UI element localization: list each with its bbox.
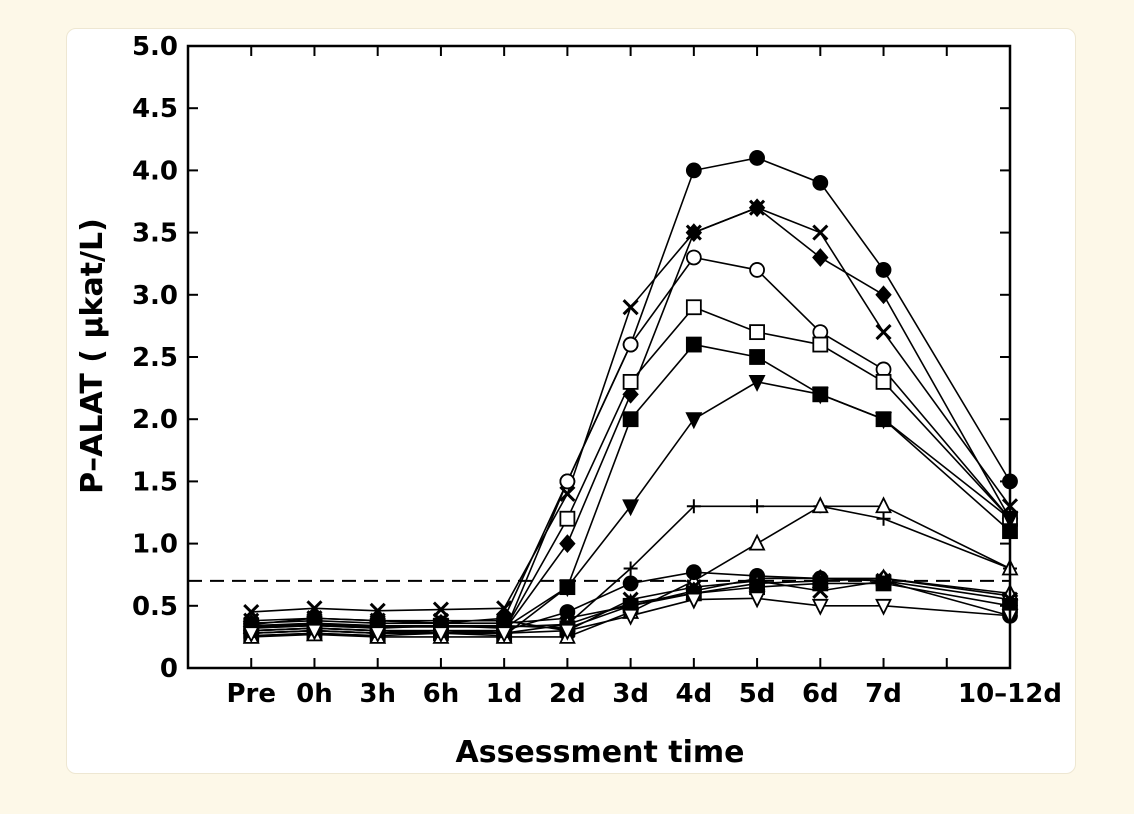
data-point [812, 575, 829, 592]
data-point [750, 499, 765, 514]
y-tick-label: 4.0 [132, 156, 178, 186]
series-layer [242, 150, 1019, 644]
y-tick-label: 0.5 [132, 592, 178, 622]
data-point [622, 499, 640, 517]
data-point [622, 411, 639, 428]
data-point [685, 564, 702, 581]
series-line [251, 381, 1011, 630]
data-point [811, 387, 829, 405]
series-line [251, 206, 1011, 613]
y-tick-label: 5.0 [132, 32, 178, 62]
data-point [812, 224, 829, 241]
y-tick-label: 2.5 [132, 343, 178, 373]
figure-card [66, 28, 1076, 774]
x-tick-label: 6d [802, 679, 839, 709]
x-tick-label: 1d [486, 679, 523, 709]
x-tick-label: 3h [359, 679, 396, 709]
data-point [685, 336, 702, 353]
x-tick-label: 0h [296, 679, 333, 709]
y-tick-label: 3.0 [132, 281, 178, 311]
data-point [685, 299, 702, 316]
data-point [811, 598, 829, 616]
x-axis-title: Assessment time [456, 735, 745, 770]
data-point [623, 561, 638, 576]
data-point [876, 511, 891, 526]
data-point [749, 262, 765, 278]
data-point [685, 412, 703, 430]
y-tick-label: 4.5 [132, 94, 178, 124]
data-point [812, 248, 829, 267]
x-tick-label: 4d [675, 679, 712, 709]
x-tick-label: 6h [423, 679, 460, 709]
data-point [685, 162, 702, 179]
y-axis-title: P–ALAT ( µkat/L) [75, 218, 110, 494]
data-point [875, 496, 892, 514]
data-point [622, 299, 639, 316]
data-point [685, 223, 703, 242]
data-point [496, 600, 513, 617]
data-point [685, 592, 703, 610]
y-tick-label: 3.5 [132, 219, 178, 249]
x-tick-label: 3d [612, 679, 649, 709]
x-tick-label: 10–12d [958, 679, 1062, 709]
data-point [748, 198, 766, 218]
data-point [558, 623, 576, 641]
data-point [875, 412, 892, 430]
data-point [811, 496, 829, 514]
y-tick-label: 0 [160, 654, 178, 684]
series-15 [242, 591, 1019, 644]
data-point [875, 373, 892, 390]
data-point [242, 626, 260, 644]
data-point [685, 249, 702, 266]
x-tick-label: Pre [226, 679, 276, 709]
data-point [875, 324, 892, 341]
data-point [749, 349, 765, 365]
data-point [749, 150, 765, 166]
series-2 [243, 199, 1019, 621]
data-point [875, 575, 892, 592]
data-point [622, 336, 639, 353]
data-point [812, 336, 829, 353]
data-point [748, 374, 766, 392]
data-point [686, 499, 701, 514]
plot-frame [186, 44, 1012, 670]
data-point [559, 473, 576, 490]
data-point [432, 626, 450, 644]
data-point [749, 324, 765, 341]
data-point [559, 485, 576, 502]
data-point [748, 533, 766, 551]
y-axis-ticks: 0 0.5 1.0 1.5 2.0 2.5 3.0 3.5 4.0 4.5 5.0 [132, 32, 1010, 684]
data-point [369, 626, 387, 644]
series-line [251, 577, 1011, 628]
series-line [251, 597, 1011, 634]
series-line [251, 580, 1011, 632]
data-point [559, 534, 576, 553]
y-tick-label: 2.0 [132, 405, 178, 435]
data-point [306, 623, 323, 641]
data-point [622, 575, 639, 592]
y-tick-label: 1.5 [132, 467, 178, 497]
data-point [559, 510, 576, 527]
series-line [251, 582, 1011, 629]
data-point [622, 608, 640, 626]
data-point [875, 285, 892, 305]
series-line [251, 505, 1011, 638]
data-point [622, 373, 639, 390]
x-tick-label: 2d [549, 679, 586, 709]
series-line [251, 577, 1011, 625]
data-point [748, 591, 766, 609]
y-tick-label: 1.0 [132, 530, 178, 560]
data-point [812, 174, 829, 191]
x-axis-ticks: Pre 0h 3h 6h 1d 2d 3d 4d 5d 6d 7d 10–12d [226, 46, 1062, 709]
data-point [875, 598, 892, 616]
data-point [495, 626, 513, 644]
data-point [558, 580, 576, 598]
x-tick-label: 5d [739, 679, 776, 709]
data-point [875, 262, 892, 278]
x-tick-label: 7d [865, 679, 902, 709]
